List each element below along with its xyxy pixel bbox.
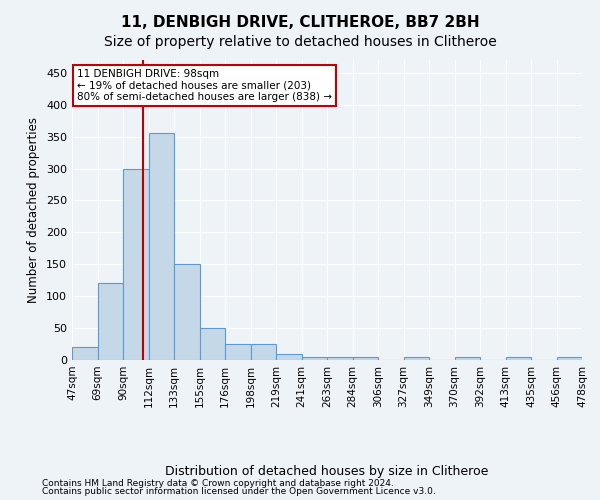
- Text: 11 DENBIGH DRIVE: 98sqm
← 19% of detached houses are smaller (203)
80% of semi-d: 11 DENBIGH DRIVE: 98sqm ← 19% of detache…: [77, 69, 332, 102]
- Bar: [72, 347, 97, 360]
- Bar: [149, 134, 174, 360]
- Text: Size of property relative to detached houses in Clitheroe: Size of property relative to detached ho…: [104, 35, 496, 49]
- Bar: [225, 344, 251, 360]
- Text: Contains HM Land Registry data © Crown copyright and database right 2024.: Contains HM Land Registry data © Crown c…: [42, 478, 394, 488]
- Bar: [123, 168, 149, 360]
- Bar: [327, 357, 353, 360]
- Bar: [276, 354, 302, 360]
- Bar: [557, 357, 582, 360]
- Bar: [199, 328, 225, 360]
- Bar: [97, 284, 123, 360]
- Text: Contains public sector information licensed under the Open Government Licence v3: Contains public sector information licen…: [42, 487, 436, 496]
- X-axis label: Distribution of detached houses by size in Clitheroe: Distribution of detached houses by size …: [166, 466, 488, 478]
- Text: 11, DENBIGH DRIVE, CLITHEROE, BB7 2BH: 11, DENBIGH DRIVE, CLITHEROE, BB7 2BH: [121, 15, 479, 30]
- Bar: [404, 357, 429, 360]
- Bar: [455, 357, 480, 360]
- Bar: [353, 357, 378, 360]
- Bar: [505, 357, 531, 360]
- Bar: [251, 344, 276, 360]
- Y-axis label: Number of detached properties: Number of detached properties: [28, 117, 40, 303]
- Bar: [302, 357, 327, 360]
- Bar: [174, 264, 199, 360]
